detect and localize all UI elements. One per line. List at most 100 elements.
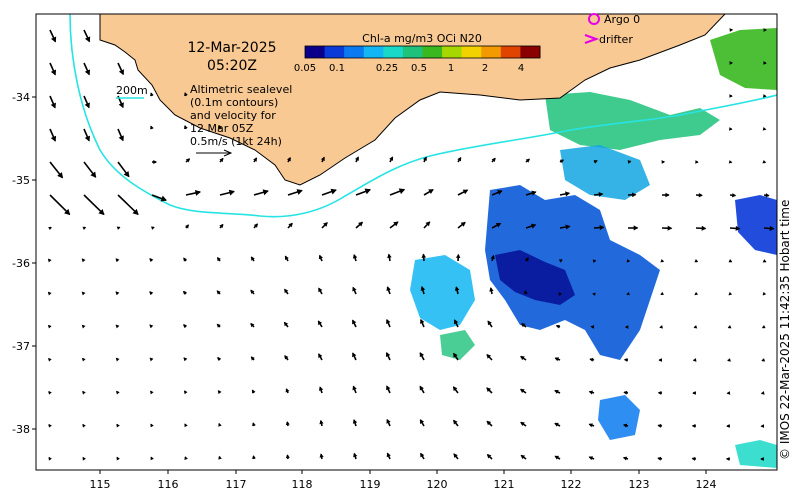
velocity-arrow	[47, 258, 52, 263]
velocity-arrow	[695, 225, 707, 231]
velocity-arrow	[389, 156, 394, 163]
velocity-arrow	[660, 258, 665, 263]
velocity-arrow	[419, 452, 425, 460]
velocity-arrow	[521, 323, 527, 328]
velocity-arrow	[525, 190, 537, 196]
velocity-arrow	[386, 452, 391, 460]
velocity-arrow	[217, 124, 222, 130]
velocity-arrow	[219, 157, 224, 163]
velocity-arrow	[728, 291, 733, 296]
velocity-arrow	[185, 189, 201, 196]
velocity-arrow	[659, 325, 663, 329]
velocity-arrow	[149, 257, 154, 262]
y-tick-label: -36	[12, 257, 30, 270]
velocity-arrow	[762, 127, 767, 131]
colorbar-tick-label: 0.25	[376, 63, 398, 74]
velocity-arrow	[558, 259, 563, 263]
velocity-arrow	[185, 158, 191, 163]
isobath-200m-line	[69, 14, 777, 218]
velocity-arrow	[287, 222, 293, 229]
velocity-arrow	[285, 421, 290, 427]
velocity-arrow	[727, 358, 731, 362]
colorbar-swatch	[363, 46, 384, 58]
velocity-arrow	[149, 324, 154, 329]
velocity-arrow	[149, 291, 154, 296]
x-tick-label: 123	[629, 478, 650, 491]
colorbar-swatch	[520, 46, 541, 58]
velocity-arrow	[183, 125, 188, 130]
colorbar-swatch	[422, 46, 443, 58]
velocity-arrow	[624, 325, 629, 329]
x-tick-label: 122	[561, 478, 582, 491]
velocity-arrow	[661, 192, 670, 198]
y-tick-label: -34	[12, 91, 30, 104]
velocity-arrow	[49, 161, 64, 179]
velocity-arrow	[623, 390, 629, 395]
velocity-arrow	[48, 456, 52, 461]
velocity-arrow	[453, 319, 459, 328]
legend: Argo 0 drifter	[584, 13, 640, 46]
velocity-arrow	[81, 324, 86, 329]
velocity-arrow	[353, 452, 358, 460]
imos-credit: © IMOS 22-Mar-2025 11:42:35 Hobart time	[778, 199, 792, 460]
velocity-arrow	[250, 289, 255, 295]
velocity-arrow	[319, 453, 324, 460]
velocity-arrow	[554, 357, 561, 362]
velocity-arrow	[216, 257, 221, 262]
velocity-arrow	[352, 385, 357, 394]
colorbar-swatch	[402, 46, 423, 58]
chl-patch-central	[485, 185, 660, 360]
velocity-arrow	[355, 221, 364, 229]
velocity-arrow	[116, 226, 121, 230]
velocity-arrow	[116, 456, 120, 461]
isobath-legend: 200m	[116, 84, 148, 99]
velocity-arrow	[657, 456, 663, 461]
colorbar-swatch	[383, 46, 404, 58]
velocity-arrow	[419, 385, 425, 394]
velocity-arrow	[727, 325, 732, 329]
velocity-arrow	[487, 320, 493, 328]
velocity-arrow	[657, 423, 663, 428]
velocity-arrow	[592, 259, 597, 263]
velocity-arrow	[627, 160, 632, 164]
velocity-arrow	[525, 223, 537, 229]
velocity-arrow	[660, 291, 664, 296]
velocity-arrow	[116, 423, 120, 428]
y-tick-label: -35	[12, 174, 30, 187]
velocity-arrow	[420, 286, 426, 295]
velocity-arrow	[218, 455, 222, 460]
velocity-arrow	[83, 194, 105, 216]
velocity-arrow	[761, 358, 766, 362]
velocity-arrow	[183, 257, 188, 262]
velocity-arrow	[726, 391, 731, 395]
velocity-arrow	[321, 188, 337, 196]
velocity-arrow	[116, 390, 120, 395]
velocity-arrow	[729, 193, 737, 198]
velocity-arrow	[149, 390, 154, 395]
velocity-arrow	[694, 291, 699, 296]
velocity-arrow	[694, 259, 699, 263]
velocity-arrow	[455, 253, 461, 262]
velocity-arrow	[457, 221, 466, 229]
velocity-arrow	[726, 424, 731, 428]
annotation-line-1: Altimetric sealevel	[190, 83, 292, 96]
velocity-arrow	[626, 291, 630, 296]
velocity-arrow	[352, 254, 358, 262]
velocity-arrow	[253, 223, 259, 229]
velocity-arrow	[48, 390, 52, 395]
velocity-arrow	[285, 388, 290, 394]
chlorophyll-layer	[410, 28, 777, 468]
velocity-arrow	[284, 355, 289, 361]
velocity-arrow	[250, 356, 255, 361]
colorbar-swatch	[344, 46, 365, 58]
velocity-arrow	[452, 352, 459, 361]
argo-label: Argo 0	[604, 13, 640, 26]
velocity-arrow	[321, 222, 328, 229]
velocity-arrow	[593, 160, 598, 164]
velocity-arrow	[761, 325, 766, 329]
velocity-arrow	[695, 160, 699, 164]
velocity-arrow	[763, 225, 775, 231]
velocity-arrow	[554, 422, 561, 427]
velocity-arrow	[626, 259, 631, 263]
velocity-arrow	[623, 358, 629, 362]
